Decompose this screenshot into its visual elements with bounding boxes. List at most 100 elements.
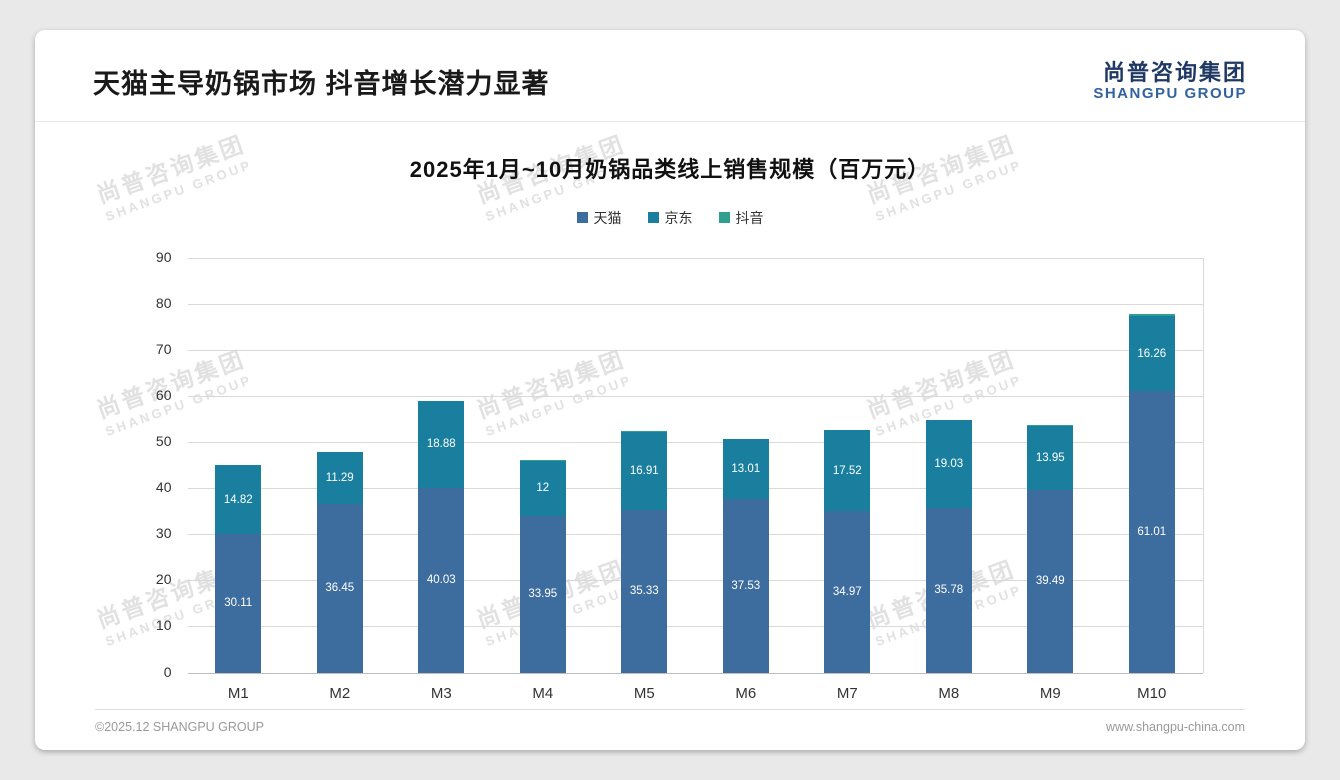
x-axis-tick-label: M7 <box>836 684 858 702</box>
gridline <box>187 441 1203 443</box>
bar-segment-天猫: 40.03 <box>418 487 465 673</box>
logo-cn-text: 尚普咨询集团 <box>1102 60 1247 85</box>
bar-value-label: 19.03 <box>934 457 964 470</box>
legend-swatch <box>718 212 730 224</box>
legend-label: 抖音 <box>735 209 764 226</box>
bar-value-label: 35.33 <box>629 585 659 598</box>
slide-header: 天猫主导奶锅市场 抖音增长潜力显著 尚普咨询集团 SHANGPU GROUP <box>35 30 1305 122</box>
x-axis-tick-label: M1 <box>227 684 249 702</box>
x-axis-tick-label: M8 <box>938 684 960 702</box>
x-axis-tick-label: M9 <box>1039 684 1061 702</box>
bar-value-label: 39.49 <box>1035 575 1065 588</box>
bar-value-label: 18.88 <box>426 438 456 451</box>
bar-segment-天猫: 35.33 <box>621 509 668 673</box>
footer-website: www.shangpu-china.com <box>1106 720 1245 734</box>
bar-value-label: 30.11 <box>224 597 253 610</box>
x-axis-tick-label: M3 <box>430 684 452 702</box>
bar-segment-天猫: 33.95 <box>519 515 566 673</box>
bar-segment-京东: 13.95 <box>1027 426 1074 491</box>
legend-swatch <box>576 212 588 224</box>
bar-value-label: 14.82 <box>223 493 253 506</box>
gridline <box>187 580 1203 582</box>
slide-content: 天猫主导奶锅市场 抖音增长潜力显著 尚普咨询集团 SHANGPU GROUP 2… <box>35 30 1305 750</box>
y-axis-tick-label: 90 <box>155 248 172 265</box>
bar-value-label: 61.01 <box>1137 525 1167 538</box>
y-axis-tick-label: 50 <box>155 432 172 449</box>
gridline <box>187 257 1203 259</box>
bar-value-label: 12 <box>536 482 550 495</box>
x-axis-tick-label: M10 <box>1137 684 1167 702</box>
y-axis-tick-label: 40 <box>155 479 172 496</box>
bar-segment-天猫: 35.78 <box>925 507 972 673</box>
slide-footer: ©2025.12 SHANGPU GROUP www.shangpu-china… <box>95 709 1245 734</box>
bar-M4: 0.081233.95 <box>519 460 566 673</box>
gridline <box>187 349 1203 351</box>
gridline <box>187 534 1203 536</box>
bar-segment-京东: 19.03 <box>925 419 972 508</box>
gridline <box>187 672 1203 674</box>
legend-swatch <box>647 212 659 224</box>
y-axis-tick-label: 20 <box>155 571 172 588</box>
footer-copyright: ©2025.12 SHANGPU GROUP <box>95 720 264 734</box>
chart-title: 2025年1月~10月奶锅品类线上销售规模（百万元） <box>409 156 931 182</box>
bar-value-label: 33.95 <box>528 588 558 601</box>
gridline <box>187 303 1203 305</box>
legend-item: 天猫 <box>576 208 622 228</box>
bar-value-label: 16.26 <box>1137 347 1167 360</box>
chart-legend: 天猫 京东 抖音 <box>35 208 1305 228</box>
bar-segment-京东: 17.52 <box>824 430 871 512</box>
bar-value-label: 13.01 <box>731 463 761 476</box>
x-axis-tick-label: M4 <box>532 684 554 702</box>
plot-right-border <box>1202 257 1204 673</box>
bar-segment-京东: 18.88 <box>418 400 465 488</box>
x-axis-tick-label: M2 <box>329 684 351 702</box>
y-axis-tick-label: 80 <box>155 294 172 311</box>
bar-value-label: 35.78 <box>934 584 964 597</box>
y-axis-tick-label: 60 <box>155 386 172 403</box>
bar-segment-京东: 12 <box>519 460 566 516</box>
bar-segment-天猫: 34.97 <box>824 511 871 673</box>
y-axis-tick-label: 30 <box>155 525 172 542</box>
x-axis-tick-label: M6 <box>735 684 757 702</box>
bar-value-label: 34.97 <box>832 585 862 598</box>
x-axis-tick-label: M5 <box>633 684 655 702</box>
bar-value-label: 16.91 <box>629 464 659 477</box>
y-axis-tick-label: 70 <box>155 340 172 357</box>
bar-value-label: 36.45 <box>325 582 355 595</box>
shangpu-logo: 尚普咨询集团 SHANGPU GROUP <box>1093 60 1247 103</box>
bar-value-label: 17.52 <box>832 464 862 477</box>
bar-value-label: 40.03 <box>426 574 456 587</box>
y-axis-tick-label: 0 <box>163 663 172 680</box>
slide-card: 尚普咨询集团 SHANGPU GROUP 尚普咨询集团 SHANGPU GROUP 尚普… <box>35 30 1305 750</box>
bar-segment-天猫: 30.11 <box>215 533 262 673</box>
stacked-bar-chart: 01020304050607080900.1114.8230.11M10.091… <box>128 242 1213 717</box>
bar-value-label: 11.29 <box>325 472 354 485</box>
legend-item: 抖音 <box>718 208 764 228</box>
legend-item: 京东 <box>647 208 693 228</box>
bar-value-label: 37.53 <box>731 579 761 592</box>
bar-segment-天猫: 61.01 <box>1128 391 1175 673</box>
bar-segment-京东: 16.26 <box>1128 316 1175 392</box>
gridline <box>187 395 1203 397</box>
bar-segment-京东: 14.82 <box>215 465 262 534</box>
slide-title: 天猫主导奶锅市场 抖音增长潜力显著 <box>93 68 550 99</box>
bar-segment-京东: 16.91 <box>621 431 668 510</box>
bar-segment-京东: 13.01 <box>722 439 769 500</box>
gridline <box>187 488 1203 490</box>
bar-segment-天猫: 39.49 <box>1027 490 1074 673</box>
legend-label: 京东 <box>664 209 693 226</box>
gridline <box>187 626 1203 628</box>
bar-segment-天猫: 37.53 <box>722 499 769 673</box>
logo-en-text: SHANGPU GROUP <box>1093 85 1247 103</box>
bar-segment-京东: 11.29 <box>316 452 363 505</box>
legend-label: 天猫 <box>593 209 622 226</box>
